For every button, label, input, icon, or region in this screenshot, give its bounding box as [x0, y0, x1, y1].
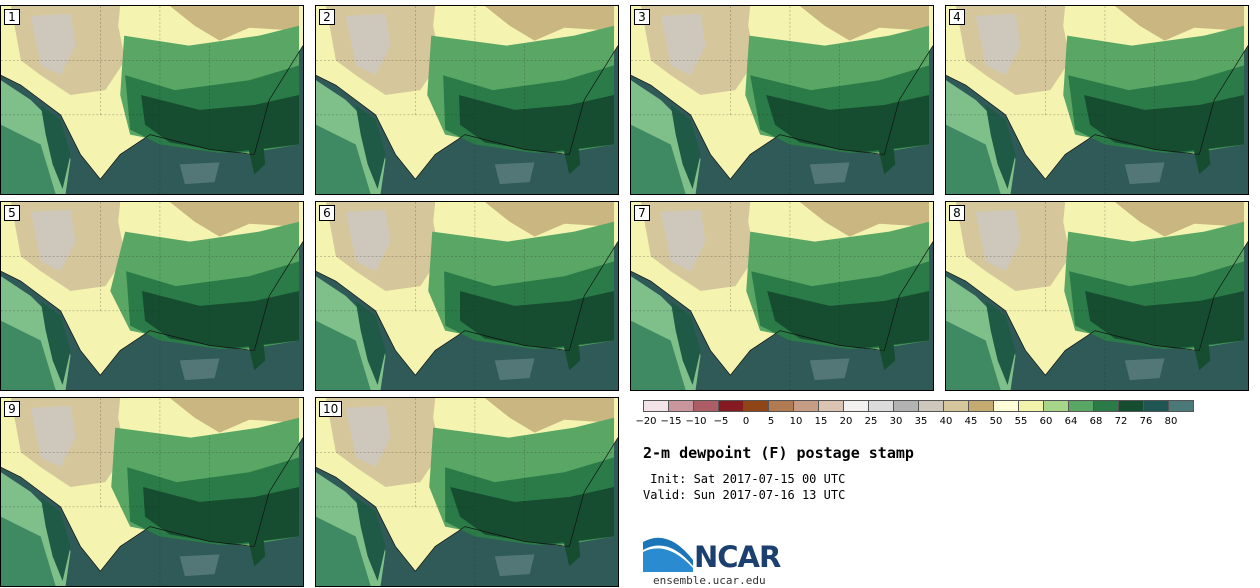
colorbar-label: 25: [864, 416, 878, 427]
colorbar-label: −15: [660, 416, 682, 427]
colorbar-label: 45: [964, 416, 978, 427]
colorbar-label: −5: [713, 416, 729, 427]
colorbar-label: 55: [1014, 416, 1028, 427]
colorbar-swatch: [1043, 400, 1069, 412]
panel-number: 10: [319, 401, 343, 417]
panel-number: 5: [4, 205, 20, 221]
colorbar-swatch: [893, 400, 919, 412]
colorbar-label: −20: [635, 416, 657, 427]
colorbar-swatch: [1018, 400, 1044, 412]
colorbar-swatch: [968, 400, 994, 412]
panel-number: 1: [4, 9, 20, 25]
colorbar: [643, 400, 1194, 412]
panel-3: 3: [630, 5, 934, 195]
colorbar-label: −10: [685, 416, 707, 427]
colorbar-label: 60: [1039, 416, 1053, 427]
colorbar-swatch: [868, 400, 894, 412]
website-label: ensemble.ucar.edu: [653, 574, 766, 587]
colorbar-swatch: [843, 400, 869, 412]
panel-2: 2: [315, 5, 619, 195]
panel-6: 6: [315, 201, 619, 391]
colorbar-label: 15: [814, 416, 828, 427]
colorbar-label: 76: [1139, 416, 1153, 427]
init-time: Init: Sat 2017-07-15 00 UTC: [643, 472, 846, 486]
colorbar-label: 30: [889, 416, 903, 427]
colorbar-swatch: [643, 400, 669, 412]
colorbar-label: 5: [767, 416, 775, 427]
colorbar-label: 40: [939, 416, 953, 427]
colorbar-swatch: [918, 400, 944, 412]
panel-5: 5: [0, 201, 304, 391]
colorbar-swatch: [1168, 400, 1194, 412]
colorbar-swatch: [993, 400, 1019, 412]
panel-number: 2: [319, 9, 335, 25]
panel-1: 1: [0, 5, 304, 195]
panel-4: 4: [945, 5, 1249, 195]
colorbar-swatch: [1143, 400, 1169, 412]
colorbar-swatch: [718, 400, 744, 412]
panel-7: 7: [630, 201, 934, 391]
colorbar-label: 20: [839, 416, 853, 427]
colorbar-swatch: [1118, 400, 1144, 412]
colorbar-label: 35: [914, 416, 928, 427]
valid-time: Valid: Sun 2017-07-16 13 UTC: [643, 488, 846, 502]
ncar-logo: [643, 537, 693, 572]
colorbar-swatch: [668, 400, 694, 412]
colorbar-label: 72: [1114, 416, 1128, 427]
panel-number: 7: [634, 205, 650, 221]
panel-number: 4: [949, 9, 965, 25]
panel-10: 10: [315, 397, 619, 587]
colorbar-label: 68: [1089, 416, 1103, 427]
colorbar-label: 10: [789, 416, 803, 427]
colorbar-swatch: [743, 400, 769, 412]
colorbar-swatch: [793, 400, 819, 412]
colorbar-labels: −20 −15 −10 −5 0 5 10 15 20 25 30 35 40 45 50 55 60 64 68 7…: [631, 416, 1260, 430]
panel-number: 9: [4, 401, 20, 417]
panel-9: 9: [0, 397, 304, 587]
colorbar-swatch: [1093, 400, 1119, 412]
colorbar-label: 80: [1164, 416, 1178, 427]
colorbar-swatch: [768, 400, 794, 412]
panel-number: 3: [634, 9, 650, 25]
panel-8: 8: [945, 201, 1249, 391]
colorbar-label: 64: [1064, 416, 1078, 427]
colorbar-label: 50: [989, 416, 1003, 427]
colorbar-label: 0: [742, 416, 750, 427]
colorbar-swatch: [943, 400, 969, 412]
panel-number: 8: [949, 205, 965, 221]
figure-title: 2-m dewpoint (F) postage stamp: [643, 444, 914, 462]
colorbar-swatch: [818, 400, 844, 412]
panel-number: 6: [319, 205, 335, 221]
colorbar-swatch: [1068, 400, 1094, 412]
ncar-logo-text: NCAR: [694, 540, 781, 574]
colorbar-swatch: [693, 400, 719, 412]
